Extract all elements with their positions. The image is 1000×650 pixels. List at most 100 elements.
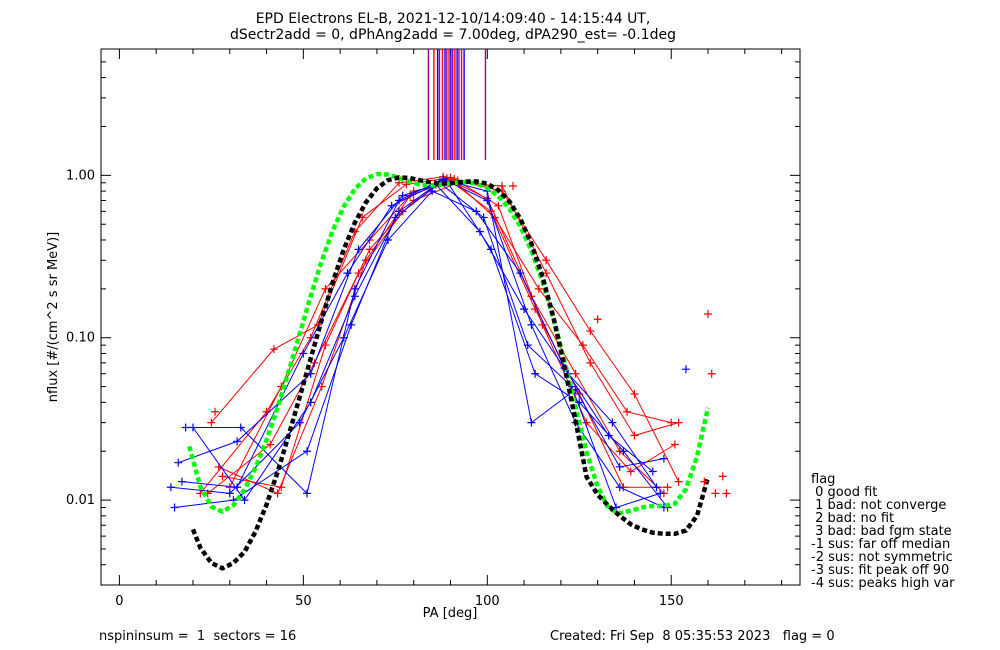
- legend-entry-6: -3 sus: fit peak off 90: [811, 563, 949, 578]
- data-point-marker: [303, 489, 312, 498]
- outlier-marker: [718, 472, 727, 481]
- data-point-marker: [667, 418, 676, 427]
- data-point-marker: [354, 245, 363, 254]
- data-point-marker: [303, 447, 312, 456]
- outlier-marker: [593, 315, 602, 324]
- x-axis: 0 50 100 150: [115, 49, 783, 609]
- outlier-marker: [509, 181, 518, 190]
- outlier-marker: [704, 309, 713, 318]
- data-point-marker: [586, 358, 595, 367]
- data-point-marker: [266, 440, 275, 449]
- data-point-marker: [674, 418, 683, 427]
- peak-markers: [427, 49, 487, 160]
- fit-curve: [190, 175, 711, 571]
- series-line: [211, 176, 672, 424]
- series-line: [174, 182, 661, 509]
- outlier-points: [211, 181, 731, 498]
- data-point-marker: [170, 503, 179, 512]
- data-point-marker: [236, 423, 245, 432]
- y-tick-label: 0.01: [66, 493, 95, 508]
- data-point-marker: [321, 341, 330, 350]
- data-point-marker: [350, 284, 359, 293]
- fit-curves: [187, 171, 711, 571]
- data-point-marker: [527, 320, 536, 329]
- data-point-marker: [273, 489, 282, 498]
- outlier-marker: [211, 407, 220, 416]
- data-point-marker: [531, 305, 540, 314]
- data-point-marker: [339, 333, 348, 342]
- data-point-marker: [623, 407, 632, 416]
- data-point-marker: [446, 173, 455, 182]
- data-point-marker: [659, 454, 668, 463]
- x-axis-label: PA [deg]: [423, 606, 478, 621]
- legend-entry-0: 0 good fit: [811, 485, 877, 500]
- outlier-marker: [722, 489, 731, 498]
- legend-entry-7: -4 sus: peaks high var: [811, 576, 955, 591]
- data-point-marker: [207, 418, 216, 427]
- x-tick-label: 0: [115, 594, 123, 609]
- data-point-marker: [648, 467, 657, 476]
- series-line: [229, 179, 680, 488]
- x-tick-label: 150: [659, 594, 684, 609]
- legend-title: flag: [811, 472, 835, 487]
- legend-entry-5: -2 sus: not symmetric: [811, 550, 953, 565]
- data-point-marker: [269, 345, 278, 354]
- data-point-marker: [531, 369, 540, 378]
- data-point-marker: [166, 483, 175, 492]
- data-point-marker: [542, 256, 551, 265]
- data-point-marker: [428, 187, 437, 196]
- y-axis: 0.01 0.10 1.00: [66, 48, 800, 586]
- footer-right: Created: Fri Sep 8 05:35:53 2023 flag = …: [550, 629, 835, 644]
- data-point-marker: [306, 398, 315, 407]
- outlier-marker: [681, 365, 690, 374]
- data-point-marker: [233, 437, 242, 446]
- data-point-marker: [498, 181, 507, 190]
- data-point-marker: [663, 483, 672, 492]
- data-point-marker: [626, 467, 635, 476]
- data-point-marker: [615, 462, 624, 471]
- legend-entry-2: 2 bad: no fit: [811, 511, 894, 526]
- data-point-marker: [604, 431, 613, 440]
- data-point-marker: [494, 201, 503, 210]
- y-axis-label: nflux [#/(cm^2 s sr MeV)]: [46, 232, 61, 402]
- data-point-marker: [299, 349, 308, 358]
- data-point-marker: [387, 201, 396, 210]
- data-point-marker: [619, 447, 628, 456]
- data-point-marker: [365, 245, 374, 254]
- legend: flag 0 good fit 1 bad: not converge 2 ba…: [811, 472, 955, 591]
- data-point-marker: [571, 369, 580, 378]
- data-point-marker: [350, 292, 359, 301]
- data-point-marker: [343, 269, 352, 278]
- data-point-marker: [520, 305, 529, 314]
- data-point-marker: [394, 207, 403, 216]
- data-point-marker: [575, 398, 584, 407]
- data-point-marker: [225, 489, 234, 498]
- series-line: [192, 179, 664, 501]
- outlier-marker: [700, 477, 709, 486]
- series-layer: [166, 172, 683, 512]
- data-point-marker: [630, 390, 639, 399]
- outlier-marker: [707, 369, 716, 378]
- chart-title: EPD Electrons EL-B, 2021-12-10/14:09:40 …: [256, 11, 651, 27]
- data-point-marker: [181, 423, 190, 432]
- data-point-marker: [174, 458, 183, 467]
- data-point-marker: [608, 418, 617, 427]
- outlier-marker: [711, 489, 720, 498]
- data-point-marker: [398, 191, 407, 200]
- data-point-marker: [656, 489, 665, 498]
- data-point-marker: [652, 483, 661, 492]
- y-tick-label: 1.00: [66, 168, 95, 183]
- series-line: [222, 182, 679, 488]
- data-point-marker: [321, 284, 330, 293]
- data-point-marker: [317, 382, 326, 391]
- footer-left: nspininsum = 1 sectors = 16: [99, 629, 296, 644]
- data-point-marker: [483, 196, 492, 205]
- data-point-marker: [472, 207, 481, 216]
- data-point-marker: [383, 235, 392, 244]
- chart-subtitle: dSectr2add = 0, dPhAng2add = 7.00deg, dP…: [230, 27, 676, 43]
- data-point-marker: [527, 418, 536, 427]
- data-point-marker: [534, 284, 543, 293]
- data-point-marker: [277, 483, 286, 492]
- data-point-marker: [630, 431, 639, 440]
